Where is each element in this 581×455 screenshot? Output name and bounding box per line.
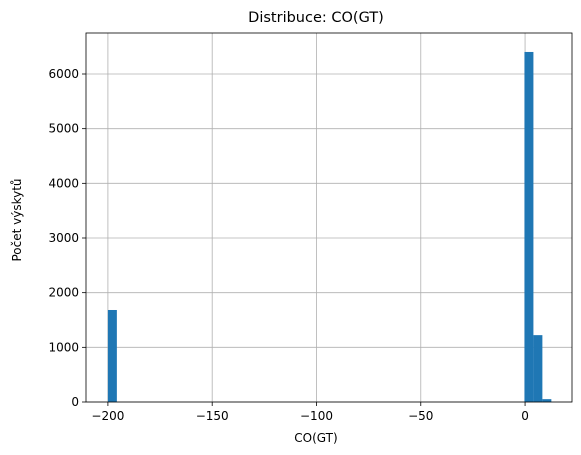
chart-title: Distribuce: CO(GT) [248, 10, 384, 26]
x-axis-label: CO(GT) [294, 431, 337, 445]
y-tick-label: 5000 [48, 122, 79, 136]
histogram-bar [524, 51, 534, 403]
histogram-bar [542, 399, 552, 402]
x-tick-label: −100 [300, 409, 333, 423]
histogram-bars [107, 51, 552, 403]
y-tick-label: 0 [71, 395, 79, 409]
x-tick-label: −150 [196, 409, 229, 423]
x-axis-ticks: −200 −150 −100 −50 0 [91, 402, 529, 423]
y-tick-label: 6000 [48, 67, 79, 81]
y-tick-label: 3000 [48, 231, 79, 245]
plot-frame [85, 32, 573, 403]
grid-lines [86, 33, 572, 403]
y-tick-label: 4000 [48, 176, 79, 190]
y-axis-label: Počet výskytů [10, 178, 24, 261]
y-tick-label: 2000 [48, 286, 79, 300]
x-tick-label: −50 [408, 409, 433, 423]
x-tick-label: −200 [91, 409, 124, 423]
x-tick-label: 0 [521, 409, 529, 423]
histogram-bar [107, 309, 117, 402]
y-axis-ticks: 0 1000 2000 3000 4000 5000 6000 [48, 67, 86, 409]
y-tick-label: 1000 [48, 340, 79, 354]
histogram-bar [533, 335, 543, 402]
